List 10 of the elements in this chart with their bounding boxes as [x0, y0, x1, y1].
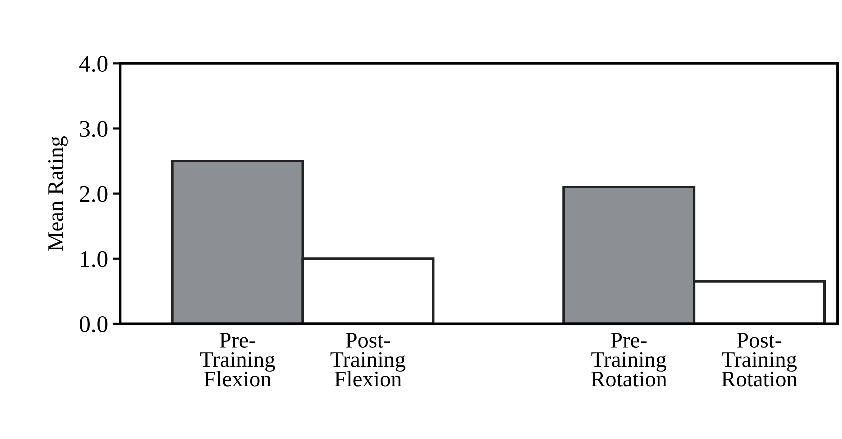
y-axis-title: Mean Rating [48, 136, 68, 251]
y-tick-label: 4.0 [80, 56, 108, 72]
x-tick-label: Post- Training Flexion [330, 333, 406, 387]
x-tick-label: Post- Training Rotation [722, 333, 798, 387]
y-tick-label: 3.0 [80, 121, 108, 138]
y-tick-label: 1.0 [81, 251, 108, 268]
x-tick-label: Pre- Training Rotation [591, 333, 668, 387]
y-tick-label: 2.0 [80, 186, 108, 202]
x-tick-label: Pre- Training Flexion [200, 333, 276, 387]
y-tick-label: 0.0 [80, 316, 108, 333]
